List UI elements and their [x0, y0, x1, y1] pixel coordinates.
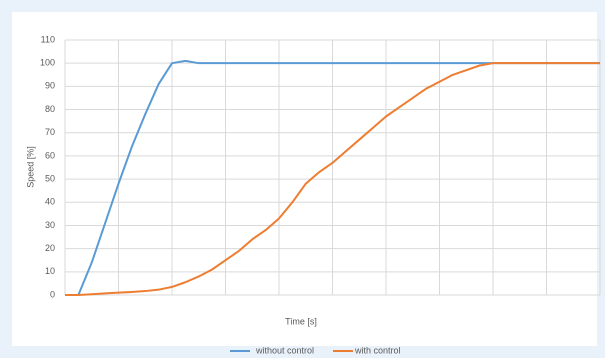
y-tick-label: 50 [45, 173, 55, 183]
y-tick-label: 30 [45, 220, 55, 230]
y-tick-label: 90 [45, 81, 55, 91]
y-tick-label: 40 [45, 197, 55, 207]
y-tick-label: 110 [41, 34, 55, 44]
legend-label: without control [255, 345, 314, 355]
y-tick-label: 10 [45, 266, 55, 276]
series-line [65, 62, 600, 296]
y-tick-label: 80 [45, 104, 55, 114]
y-axis-label: Speed [%] [25, 146, 35, 188]
y-tick-label: 0 [50, 289, 55, 299]
x-axis-label: Time [s] [285, 316, 317, 326]
y-tick-label: 20 [45, 243, 55, 253]
y-tick-label: 60 [45, 150, 55, 160]
legend-label: with control [354, 345, 401, 355]
y-tick-label: 70 [45, 127, 55, 137]
y-tick-label: 100 [40, 58, 55, 68]
